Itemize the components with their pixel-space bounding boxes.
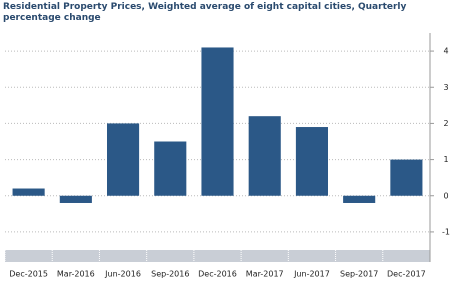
y-tick-label: 4	[443, 47, 448, 56]
bar	[390, 159, 423, 196]
x-tick-label: Mar-2016	[57, 270, 95, 279]
y-tick-label: 1	[443, 155, 448, 164]
bar	[295, 127, 328, 196]
x-tick-label: Jun-2016	[104, 270, 141, 279]
bar	[59, 195, 92, 203]
x-tick-label: Dec-2015	[9, 270, 48, 279]
bar	[154, 141, 187, 196]
x-tick-label: Sep-2017	[340, 270, 378, 279]
x-tick-label: Sep-2016	[151, 270, 189, 279]
y-tick-label: 2	[443, 119, 448, 128]
x-tick-label: Dec-2017	[387, 270, 426, 279]
bar	[12, 188, 45, 196]
x-tick-label: Dec-2016	[198, 270, 237, 279]
x-tick-label: Jun-2017	[293, 270, 330, 279]
bar	[248, 116, 281, 196]
bar	[343, 195, 376, 203]
y-tick-label: -1	[442, 227, 450, 236]
bar	[201, 47, 234, 196]
y-tick-label: 0	[443, 191, 448, 200]
x-tick-label: Mar-2017	[246, 270, 284, 279]
x-axis-band	[5, 250, 430, 262]
chart-title: Residential Property Prices, Weighted av…	[3, 2, 407, 23]
bar	[107, 123, 140, 196]
y-tick-label: 3	[443, 83, 448, 92]
